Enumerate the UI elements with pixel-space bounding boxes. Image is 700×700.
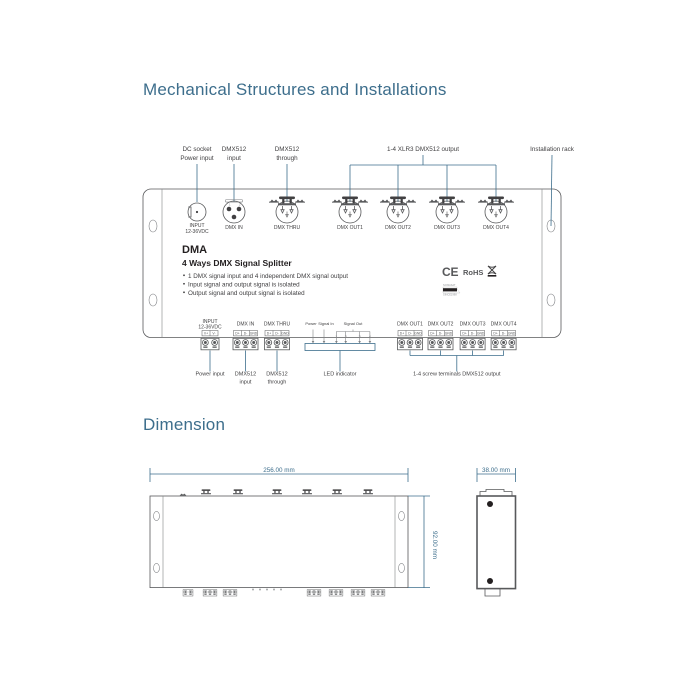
svg-text:through: through bbox=[276, 155, 298, 162]
svg-text:DMX OUT3: DMX OUT3 bbox=[460, 322, 486, 328]
svg-text:D-: D- bbox=[275, 332, 279, 336]
svg-text:D+: D+ bbox=[462, 332, 466, 336]
svg-text:GND: GND bbox=[250, 332, 258, 336]
svg-text:12-36VDC: 12-36VDC bbox=[198, 325, 222, 331]
svg-text:DMX512: DMX512 bbox=[235, 372, 256, 378]
svg-text:Input signal and output signal: Input signal and output signal is isolat… bbox=[188, 282, 300, 289]
svg-text:Power input: Power input bbox=[195, 372, 225, 378]
svg-text:4 Ways DMX Signal Splitter: 4 Ways DMX Signal Splitter bbox=[182, 258, 292, 268]
svg-text:DMX THRU: DMX THRU bbox=[274, 225, 301, 231]
svg-text:DC socket: DC socket bbox=[182, 146, 211, 153]
svg-text:Power: Power bbox=[305, 321, 317, 326]
svg-text:DMX IN: DMX IN bbox=[237, 322, 255, 328]
svg-text:E: E bbox=[451, 265, 459, 279]
svg-text:GND: GND bbox=[477, 332, 485, 336]
svg-text:GND: GND bbox=[508, 332, 516, 336]
svg-text:92.00 mm: 92.00 mm bbox=[431, 531, 438, 559]
svg-text:D+: D+ bbox=[235, 332, 239, 336]
svg-text:256.00 mm: 256.00 mm bbox=[263, 467, 295, 474]
svg-text:D-: D- bbox=[408, 332, 412, 336]
svg-text:GND: GND bbox=[414, 332, 422, 336]
svg-text:4: 4 bbox=[369, 334, 372, 339]
svg-text:D+: D+ bbox=[267, 332, 271, 336]
svg-text:D+: D+ bbox=[493, 332, 497, 336]
svg-text:RoHS: RoHS bbox=[463, 268, 483, 277]
svg-text:Signal In: Signal In bbox=[318, 321, 334, 326]
svg-text:V-: V- bbox=[212, 332, 215, 336]
svg-text:SONGSAT: SONGSAT bbox=[443, 283, 456, 287]
svg-text:3: 3 bbox=[358, 334, 361, 339]
svg-text:DMX512: DMX512 bbox=[266, 372, 287, 378]
svg-text:DMX OUT4: DMX OUT4 bbox=[483, 225, 509, 231]
svg-text:D-: D- bbox=[439, 332, 443, 336]
svg-text:1-4 XLR3 DMX512 output: 1-4 XLR3 DMX512 output bbox=[387, 146, 459, 153]
svg-text:V+: V+ bbox=[204, 332, 208, 336]
svg-text:38.00 mm: 38.00 mm bbox=[482, 467, 510, 474]
svg-text:D-: D- bbox=[502, 332, 506, 336]
svg-text:DMX THRU: DMX THRU bbox=[264, 322, 291, 328]
svg-text:DMX IN: DMX IN bbox=[225, 225, 243, 231]
svg-text:DMX512: DMX512 bbox=[222, 146, 247, 153]
svg-text:DMX OUT1: DMX OUT1 bbox=[337, 225, 363, 231]
svg-text:Output signal and output signa: Output signal and output signal is isola… bbox=[188, 290, 305, 297]
svg-text:SINCE1998: SINCE1998 bbox=[443, 293, 457, 297]
svg-text:GND: GND bbox=[445, 332, 453, 336]
svg-text:D-: D- bbox=[471, 332, 475, 336]
svg-text:D+: D+ bbox=[430, 332, 434, 336]
svg-text:DMX OUT2: DMX OUT2 bbox=[385, 225, 411, 231]
svg-text:DMX OUT4: DMX OUT4 bbox=[491, 322, 517, 328]
svg-text:Installation rack: Installation rack bbox=[530, 146, 575, 153]
svg-text:2: 2 bbox=[345, 334, 348, 339]
svg-text:12-36VDC: 12-36VDC bbox=[185, 229, 209, 235]
svg-text:Signal Out: Signal Out bbox=[344, 321, 364, 326]
svg-text:DMX512: DMX512 bbox=[275, 146, 300, 153]
svg-text:DMA: DMA bbox=[182, 244, 207, 256]
svg-text:1: 1 bbox=[229, 203, 231, 207]
svg-text:DMX OUT1: DMX OUT1 bbox=[397, 322, 423, 328]
svg-text:input: input bbox=[227, 155, 241, 162]
svg-text:input: input bbox=[240, 380, 252, 386]
svg-text:LED indicator: LED indicator bbox=[323, 372, 356, 378]
svg-text:1-4 screw terminals DMX512 out: 1-4 screw terminals DMX512 output bbox=[413, 372, 501, 378]
svg-text:DMX OUT2: DMX OUT2 bbox=[428, 322, 454, 328]
svg-text:DMX OUT3: DMX OUT3 bbox=[434, 225, 460, 231]
svg-text:1 DMX signal input and 4 indep: 1 DMX signal input and 4 independent DMX… bbox=[188, 273, 348, 280]
svg-text:through: through bbox=[268, 380, 287, 386]
svg-text:D+: D+ bbox=[400, 332, 404, 336]
svg-text:1: 1 bbox=[335, 334, 338, 339]
svg-text:Power input: Power input bbox=[180, 155, 214, 162]
svg-text:D-: D- bbox=[244, 332, 248, 336]
svg-text:GND: GND bbox=[281, 332, 289, 336]
